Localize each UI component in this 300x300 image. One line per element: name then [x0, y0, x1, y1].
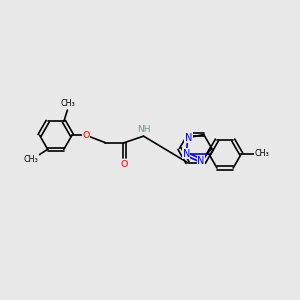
Text: CH₃: CH₃ [24, 154, 39, 164]
Text: NH: NH [137, 125, 151, 134]
Text: N: N [197, 156, 205, 166]
Text: CH₃: CH₃ [61, 99, 75, 108]
Text: CH₃: CH₃ [254, 149, 269, 158]
Text: O: O [82, 131, 90, 140]
Text: N: N [185, 133, 192, 143]
Text: N: N [182, 149, 190, 159]
Text: O: O [121, 160, 128, 169]
